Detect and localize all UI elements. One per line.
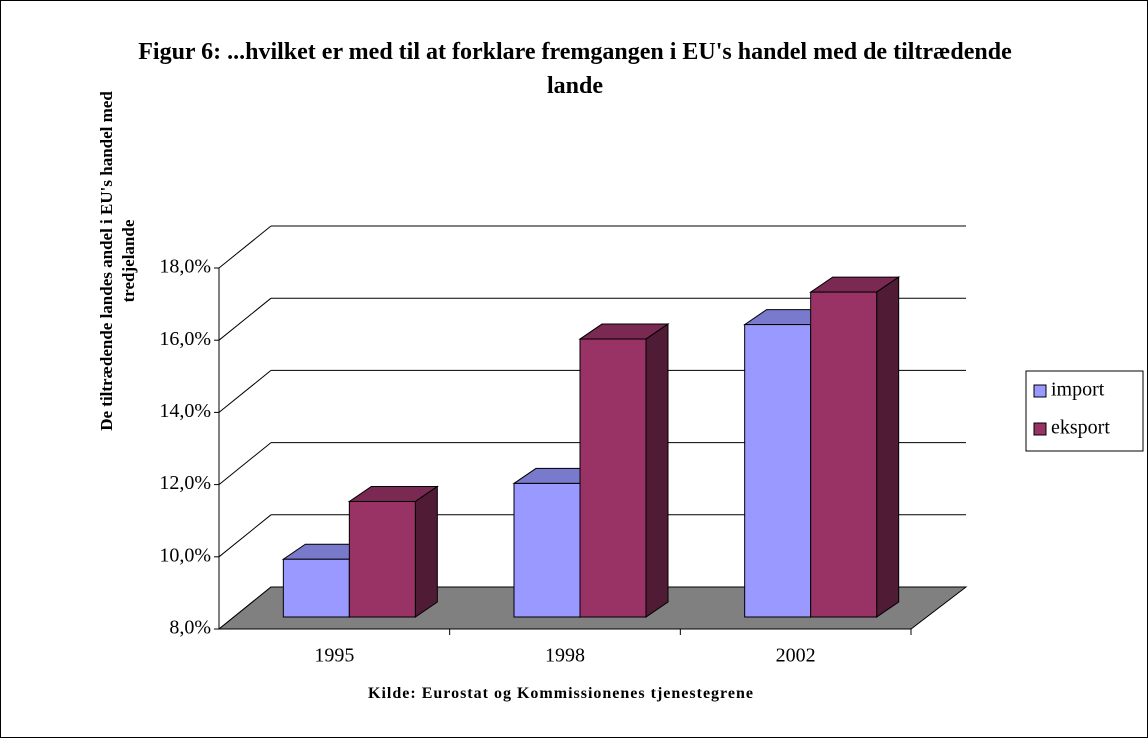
legend-box — [1025, 370, 1144, 452]
bar — [744, 324, 812, 618]
bar — [348, 500, 416, 618]
chart-title: Figur 6: ...hvilket er med til at forkla… — [138, 39, 1012, 99]
bar — [579, 338, 647, 618]
grid-line — [218, 514, 272, 558]
bar — [810, 291, 878, 618]
bar-side — [645, 323, 669, 618]
legend-label: import — [1051, 379, 1105, 401]
grid-line — [218, 442, 272, 485]
legend-label: eksport — [1051, 417, 1110, 439]
bar — [513, 482, 581, 618]
y-tick-label: 18,0% — [159, 256, 211, 278]
bar-side — [876, 276, 900, 618]
grid-line — [218, 225, 272, 269]
x-tick-label: 2002 — [776, 645, 816, 667]
y-tick-label: 12,0% — [159, 472, 211, 494]
x-tick-label: 1998 — [545, 645, 585, 667]
y-tick-label: 16,0% — [159, 328, 211, 350]
bar-side — [414, 485, 438, 618]
grid-line — [218, 370, 272, 413]
y-tick-label: 8,0% — [169, 617, 211, 639]
legend-swatch — [1033, 422, 1047, 436]
y-axis-label: De tiltrædende landes andel i EU's hande… — [97, 91, 138, 431]
x-tick-label: 1995 — [314, 645, 354, 667]
x-axis-label: Kilde: Eurostat og Kommissionenes tjenes… — [368, 685, 754, 702]
bar — [282, 558, 350, 618]
y-tick-label: 10,0% — [159, 544, 211, 566]
grid-line — [218, 297, 272, 341]
legend-swatch — [1033, 384, 1047, 398]
y-tick-label: 14,0% — [159, 400, 211, 422]
